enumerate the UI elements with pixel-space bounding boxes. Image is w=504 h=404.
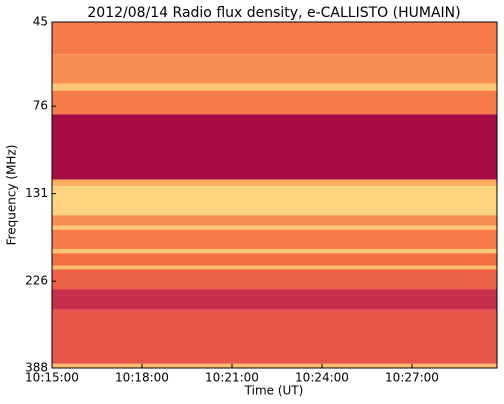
band: [52, 253, 497, 266]
band: [52, 363, 497, 368]
band: [52, 179, 497, 187]
band: [52, 249, 497, 254]
y-tick-label: 131: [25, 186, 48, 200]
x-tick-label: 10:27:00: [385, 371, 439, 385]
band: [52, 186, 497, 216]
band: [52, 269, 497, 290]
y-tick-label: 76: [33, 99, 48, 113]
band: [52, 22, 497, 55]
y-tick-label: 226: [25, 274, 48, 288]
plot-frame: [51, 21, 498, 369]
band: [52, 90, 497, 115]
y-axis-label: Frequency (MHz): [5, 145, 19, 246]
band: [52, 114, 497, 180]
x-axis-label: Time (UT): [244, 384, 304, 398]
y-tick-label: 388: [25, 361, 48, 375]
band: [52, 54, 497, 84]
chart-title: 2012/08/14 Radio flux density, e-CALLIST…: [87, 5, 460, 21]
band: [52, 83, 497, 91]
x-tick-label: 10:24:00: [295, 371, 349, 385]
band: [52, 289, 497, 310]
band: [52, 309, 497, 364]
band: [52, 215, 497, 226]
y-tick-label: 45: [33, 15, 48, 29]
x-tick-label: 10:21:00: [205, 371, 259, 385]
plot-area: [52, 22, 497, 368]
band: [52, 265, 497, 270]
band: [52, 225, 497, 230]
band: [52, 229, 497, 250]
x-tick-label: 10:15:00: [25, 371, 79, 385]
x-tick-label: 10:18:00: [115, 371, 169, 385]
